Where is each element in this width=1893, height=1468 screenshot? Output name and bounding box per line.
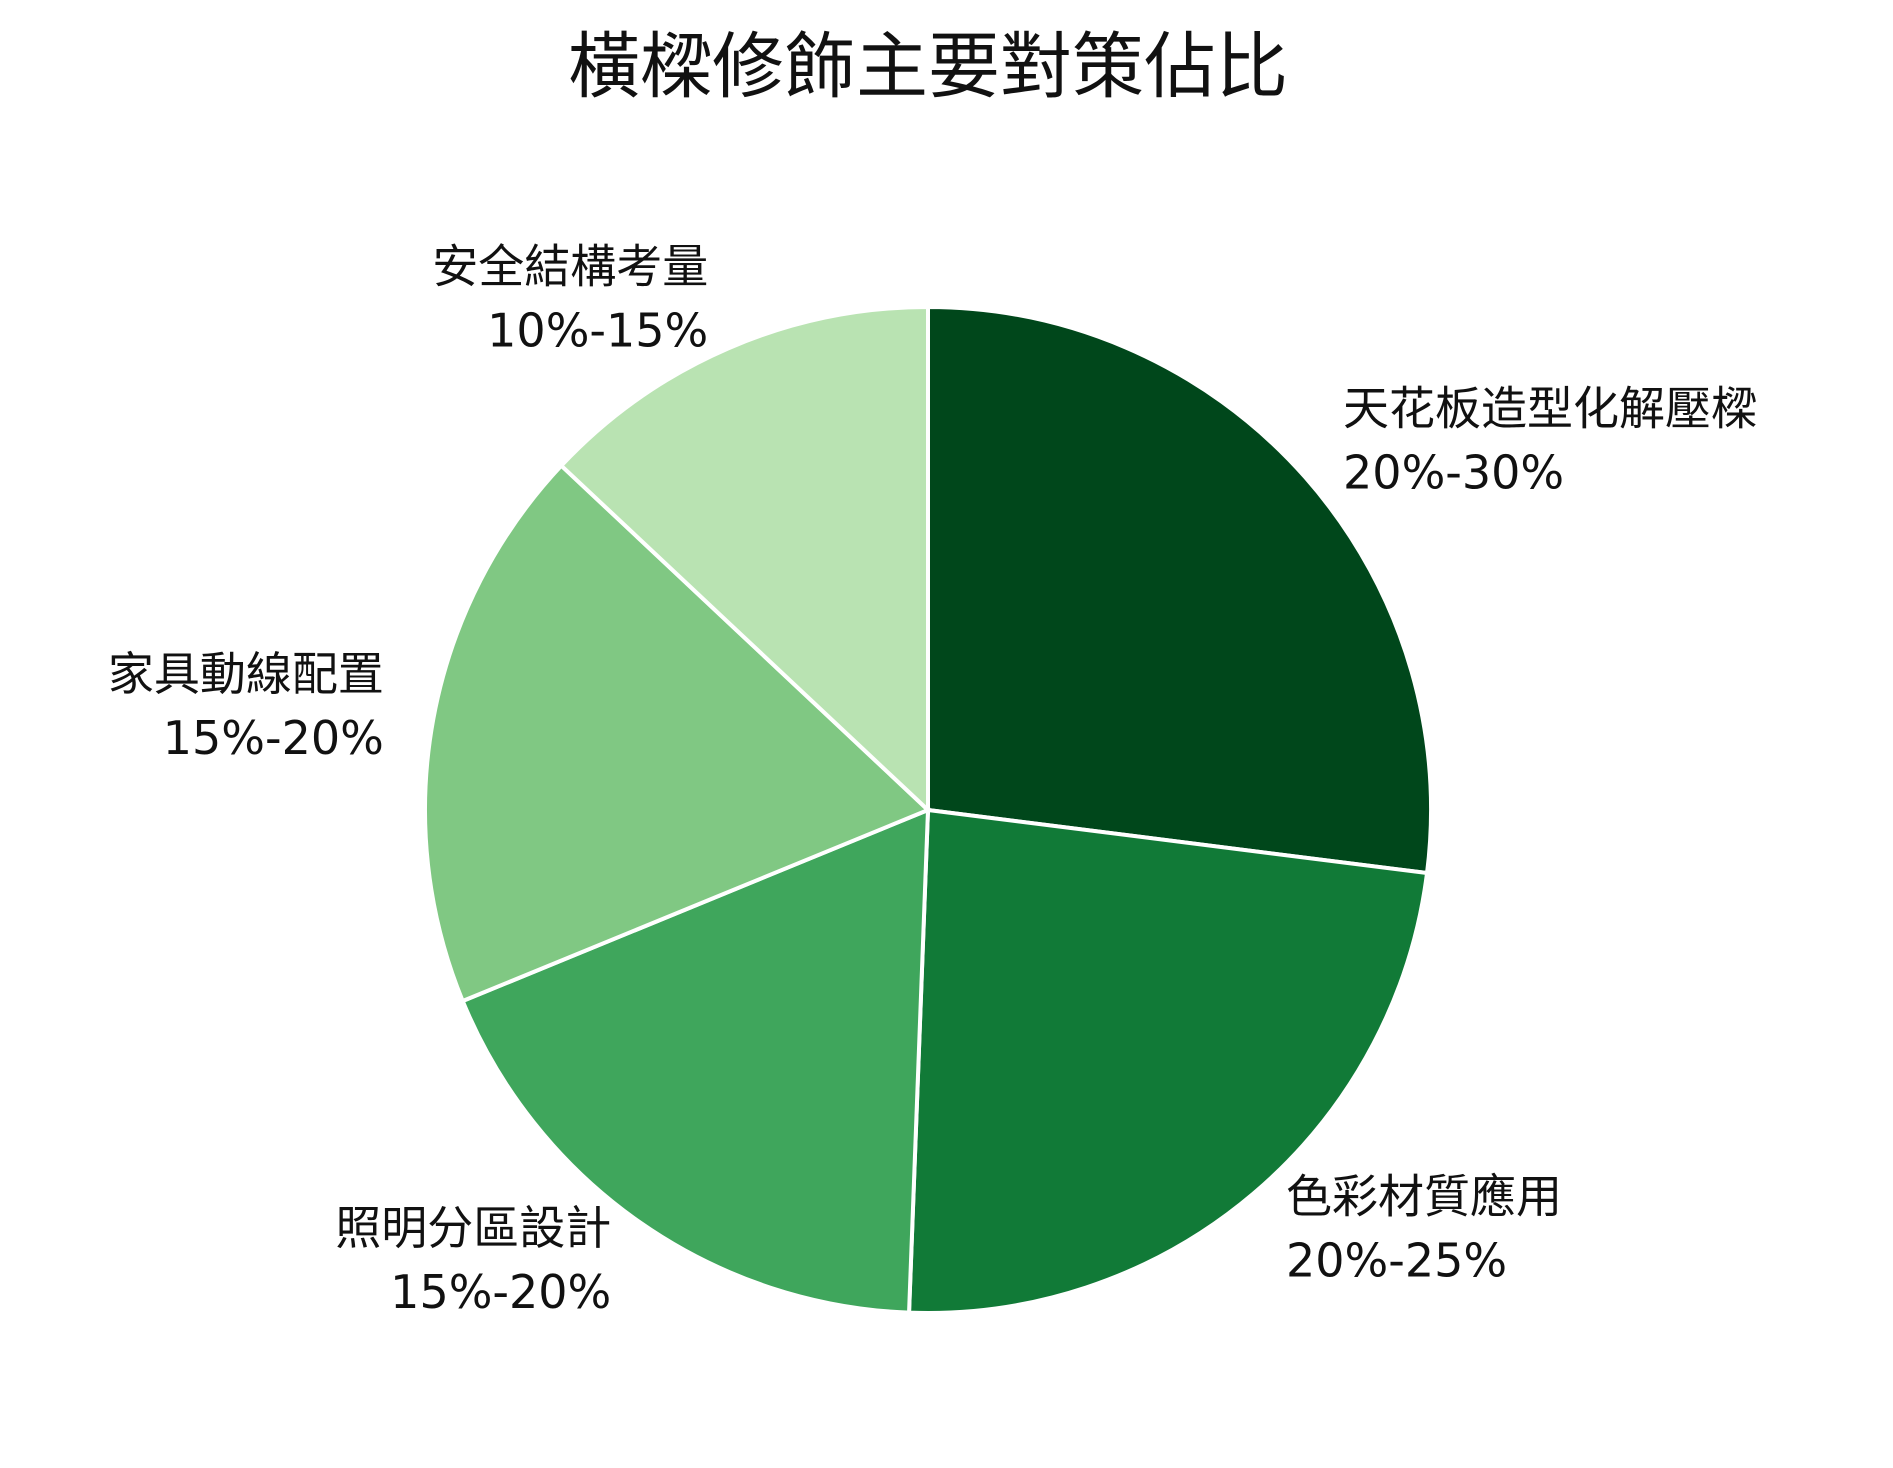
chart-title: 橫樑修飾主要對策佔比 — [568, 25, 1288, 109]
slice-label: 天花板造型化解壓樑 — [1343, 382, 1757, 436]
slice-label: 家具動線配置 — [108, 647, 384, 701]
slice-value-label: 10%-15% — [487, 304, 708, 358]
slice-value-label: 15%-20% — [390, 1265, 611, 1319]
slice-value-label: 20%-30% — [1343, 446, 1564, 500]
pie-slice — [460, 806, 931, 1315]
pie-slice — [906, 807, 1430, 1315]
slice-value-label: 15%-20% — [163, 711, 384, 765]
pie-slice — [423, 462, 932, 1004]
slice-label: 安全結構考量 — [432, 240, 708, 294]
slice-value-label: 20%-25% — [1286, 1233, 1507, 1287]
pie-slice — [558, 304, 930, 815]
slice-label: 照明分區設計 — [335, 1201, 611, 1255]
slice-label: 色彩材質應用 — [1286, 1169, 1562, 1223]
pie-slice — [926, 304, 1433, 876]
